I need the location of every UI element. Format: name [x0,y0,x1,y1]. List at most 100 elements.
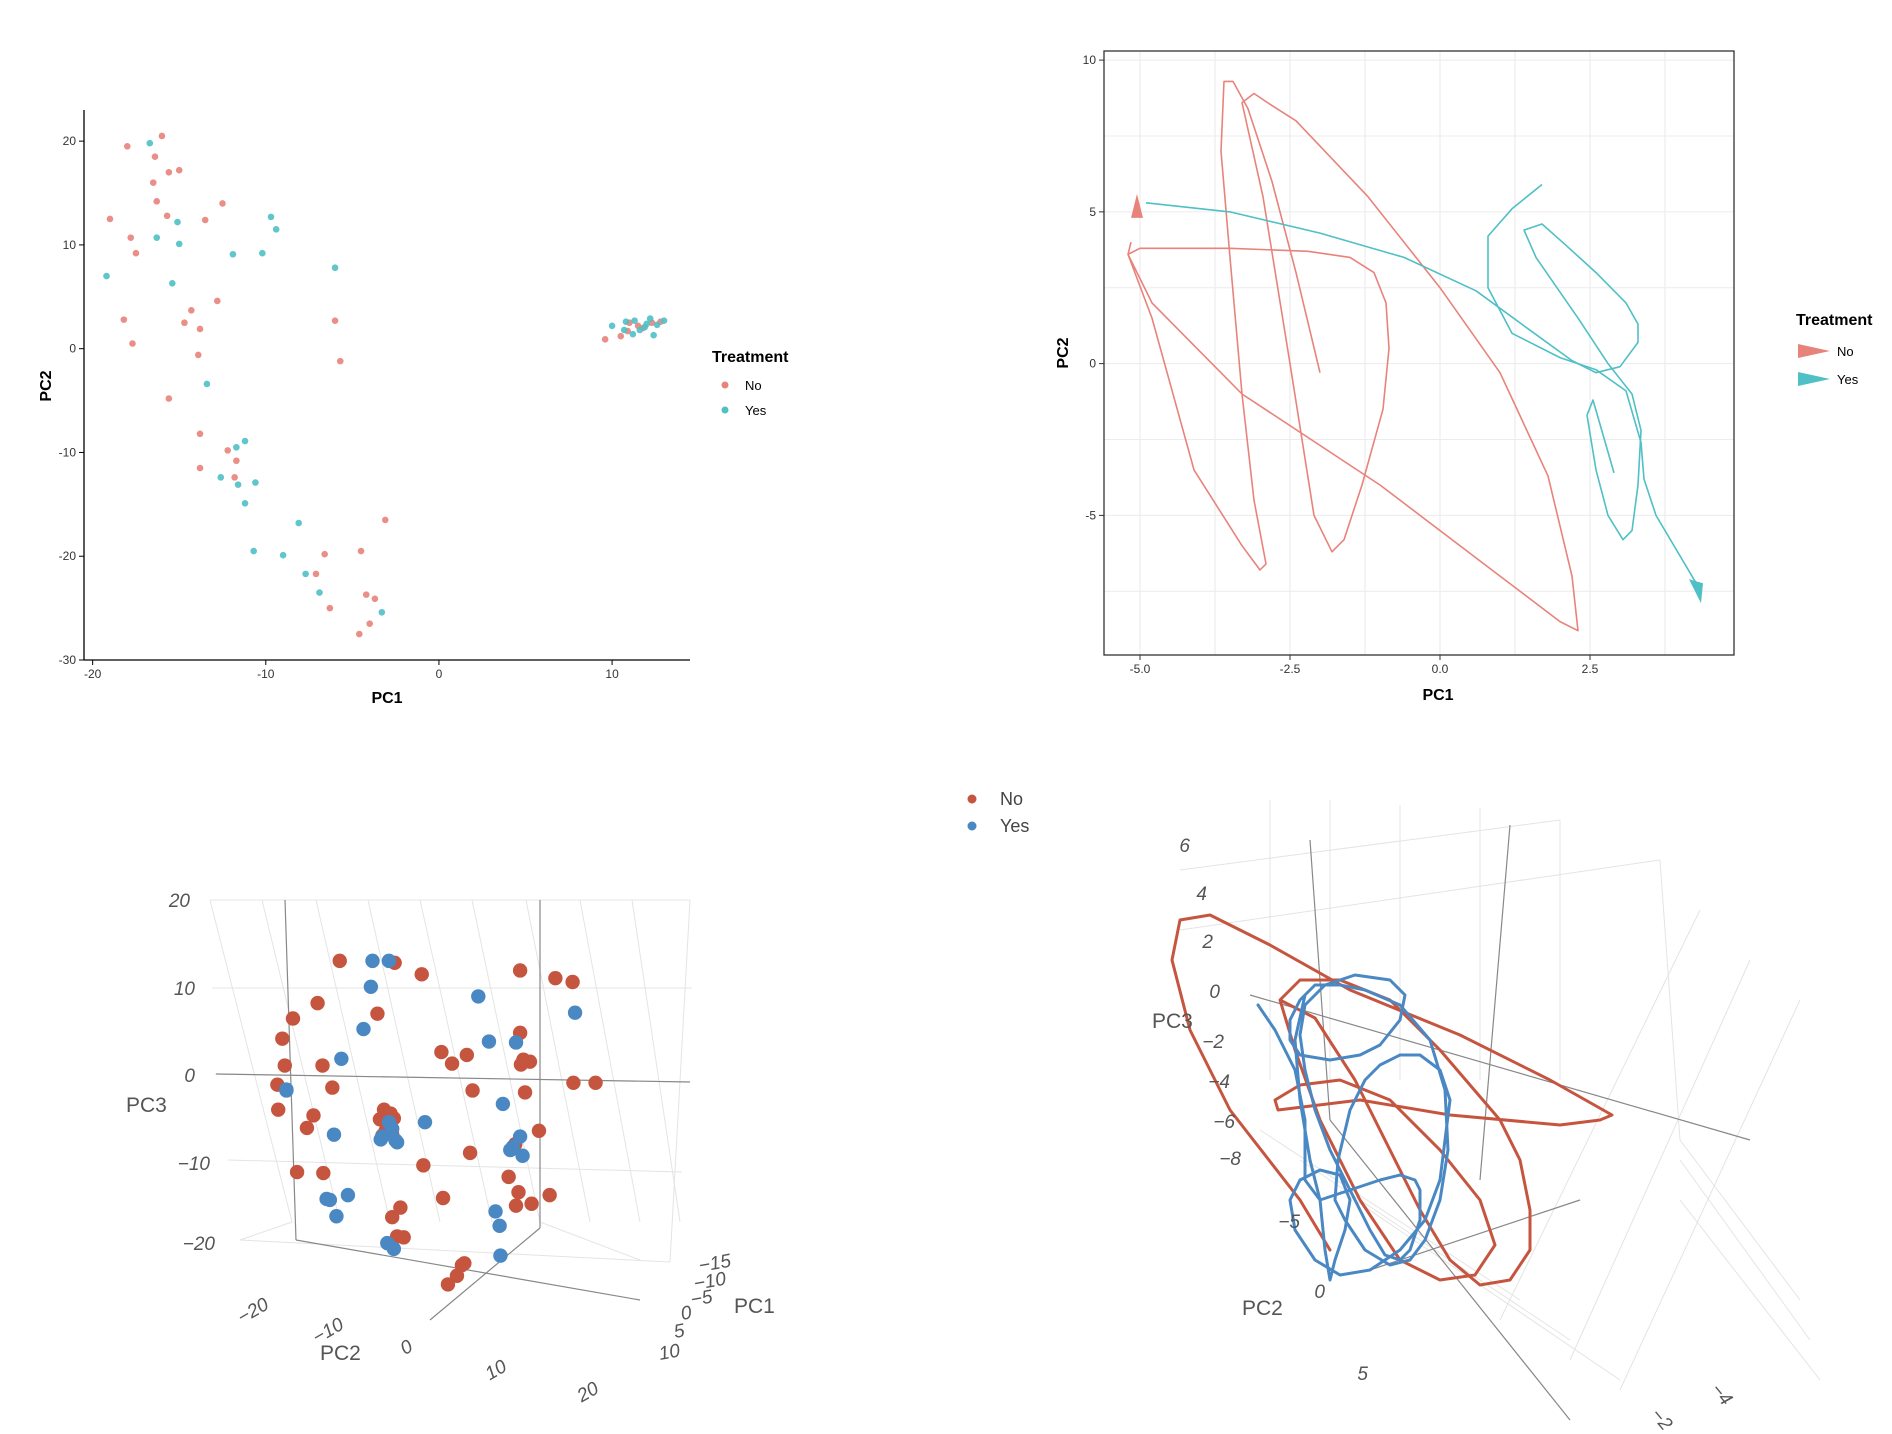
y-axis-label: PC2 [320,1342,361,1365]
point-no [511,1185,526,1200]
svg-text:0: 0 [397,1336,417,1360]
point-no [357,547,365,555]
point-no [123,143,131,150]
point-yes [646,315,654,322]
svg-text:0: 0 [1314,1282,1325,1303]
svg-text:2: 2 [1201,932,1213,953]
point-yes [481,1034,497,1049]
legend-marker-no [967,794,977,804]
point-yes [636,326,644,334]
svg-text:−8: −8 [1219,1149,1241,1170]
point-no [370,1006,385,1021]
point-no [214,297,221,305]
point-no [332,953,347,969]
point-yes [250,547,257,555]
z-axis-label: PC3 [126,1094,167,1117]
point-yes [417,1114,433,1130]
point-yes [493,1248,508,1263]
svg-text:−10: −10 [178,1154,211,1175]
z-ticks: 6 4 2 0 −2 −4 −6 −8 [1179,836,1241,1170]
point-yes [241,437,249,445]
point-no [201,216,209,224]
point-no [601,336,609,343]
svg-text:5: 5 [1357,1364,1368,1385]
legend-label-no: No [1837,344,1854,359]
svg-text:20: 20 [573,1378,603,1407]
legend: Treatment No Yes [1796,312,1873,387]
point-no [289,1164,305,1180]
point-no [362,591,370,598]
point-no [181,319,188,327]
trajectory-yes [1145,202,1642,541]
pca-3d-scatter-chart[interactable]: 20 10 0 −10 −20 PC3 −20 −10 0 10 20 PC2 … [0,860,820,1434]
z-ticks: 20 10 0 −10 −20 [168,891,216,1255]
point-no [325,1080,340,1095]
point-no [196,464,204,472]
point-yes [316,589,323,596]
x-tick-label: -10 [257,667,275,681]
point-no [163,212,171,220]
y-ticks: −5 0 5 [1278,1212,1368,1385]
point-no [120,316,128,323]
svg-text:0: 0 [679,1302,693,1325]
svg-text:−5: −5 [1278,1212,1300,1233]
svg-text:−20: −20 [183,1234,216,1255]
point-yes [653,321,661,329]
point-no [566,1075,581,1090]
point-yes [515,1148,530,1163]
legend-label-no[interactable]: No [1000,789,1023,809]
legend-label-yes[interactable]: Yes [1000,816,1029,836]
x-ticks: −15 −10 −5 0 5 10 [657,1251,733,1365]
arrowhead-no [1131,193,1143,218]
point-yes [650,331,657,339]
axis-ticks: -5.0 -2.5 0.0 2.5 10 5 0 -5 [1083,53,1599,676]
point-yes [272,226,280,233]
point-no [385,1210,400,1225]
point-yes [331,264,339,272]
trajectory-yes [1256,973,1452,1282]
x-ticks: −4 −2 [1646,1380,1736,1434]
point-no [531,1123,547,1138]
point-yes [641,323,649,331]
svg-text:−6: −6 [1213,1112,1235,1133]
point-no [299,1120,315,1136]
pca-3d-trajectory-chart[interactable]: 6 4 2 0 −2 −4 −6 −8 PC3 −5 0 5 PC2 −4 −2 [1100,780,1892,1434]
scatter-points [103,132,668,638]
point-no [315,1058,330,1073]
point-no [275,1031,290,1046]
axis-ticks: -20 -10 0 10 20 10 0 -10 -20 -30 [59,134,619,681]
trajectory-no [1170,913,1614,1287]
point-no [393,1200,408,1215]
legend-marker-no [1798,344,1830,358]
svg-text:0: 0 [184,1066,195,1087]
point-no [129,340,136,347]
legend-marker-yes [721,406,729,414]
point-no [285,1011,301,1026]
point-no [231,474,238,481]
point-no [331,317,339,324]
point-yes [252,479,259,486]
point-yes [373,1132,388,1147]
legend-label-yes: Yes [745,403,767,418]
svg-text:6: 6 [1179,836,1190,857]
point-yes [203,380,211,388]
x-tick-label: 0 [436,667,443,681]
trajectory-yes [1487,183,1702,592]
svg-text:−2: −2 [1202,1032,1224,1053]
plot-background [1104,51,1734,655]
point-no [196,430,204,438]
point-no [194,351,202,359]
y-tick-label: -5 [1085,508,1096,522]
point-yes [495,1096,511,1112]
point-yes [217,474,225,481]
point-no [219,200,226,207]
point-yes [381,953,397,969]
point-yes [103,272,110,280]
legend-marker-yes [1798,372,1830,386]
point-yes [174,218,181,226]
x-tick-label: 0.0 [1432,662,1449,676]
point-yes [622,318,630,325]
y-ticks: −20 −10 0 10 20 [234,1294,603,1407]
point-no [512,963,528,978]
trajectory-lines-3d [1170,913,1614,1287]
